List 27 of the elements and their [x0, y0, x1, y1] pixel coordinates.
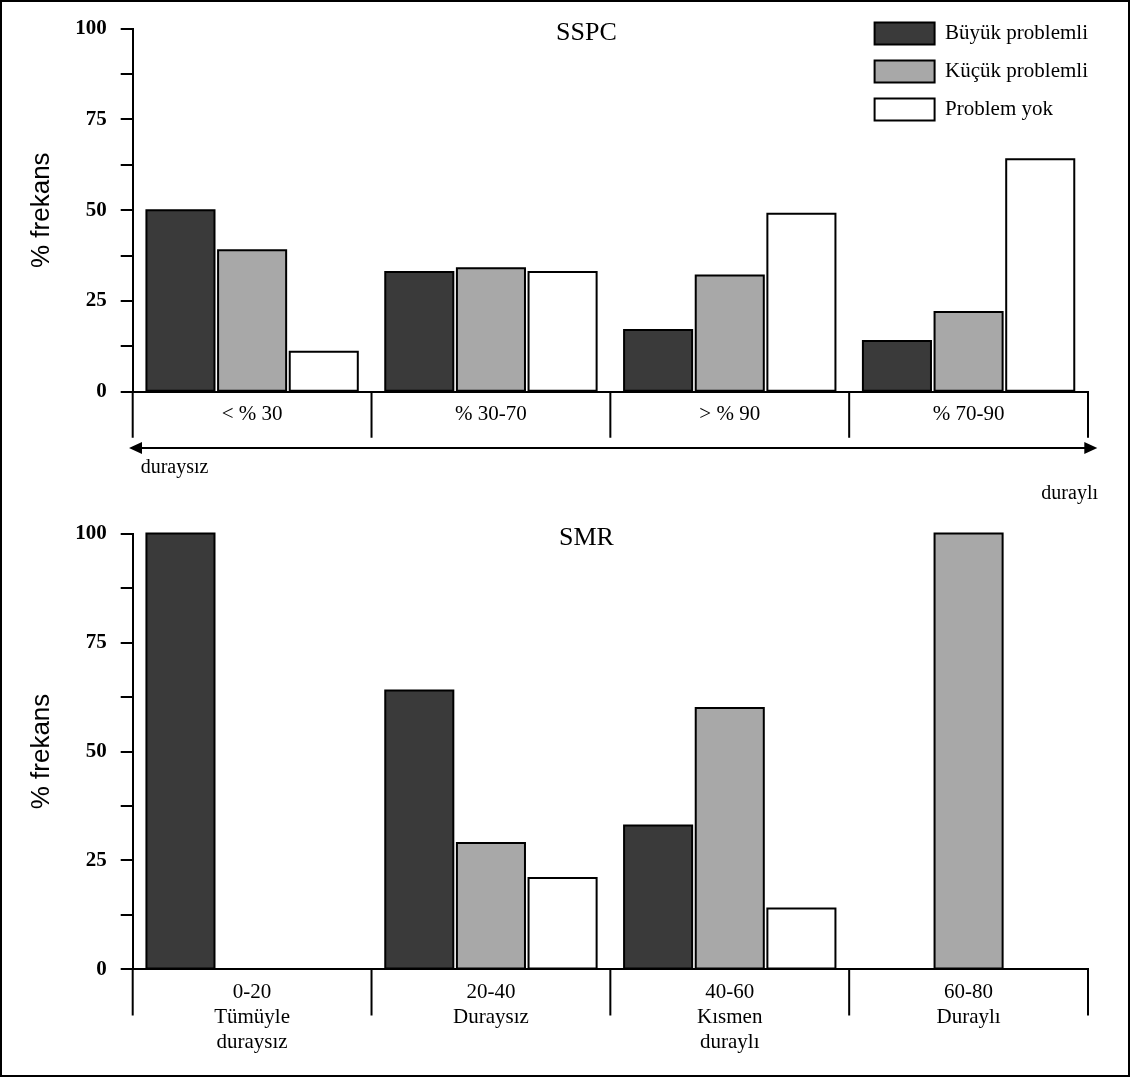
legend-label: Büyük problemli [945, 20, 1089, 45]
x-tick-label: < % 30 [221, 400, 283, 425]
y-tick-label: 100 [75, 520, 107, 545]
y-tick-label: 25 [85, 846, 107, 871]
y-tick-label: 0 [96, 955, 107, 980]
y-tick-label: 75 [85, 105, 107, 130]
x-tick-label: % 70-90 [932, 400, 1005, 425]
x-tick-label: % 30-70 [455, 400, 527, 425]
x-tick-label: 40-60 Kısmen duraylı [697, 978, 763, 1053]
series-label: Problem yok [945, 96, 1054, 121]
y-tick-label: 100 [75, 15, 107, 40]
y-tick-label: 75 [85, 628, 107, 653]
x-tick-label: > % 90 [699, 400, 761, 425]
y-tick-label: 50 [85, 196, 107, 221]
legend-label: Küçük problemli [945, 58, 1089, 83]
y-axis-title: % frekans [24, 693, 55, 810]
text: duraysız [140, 455, 209, 479]
x-tick-label: 20-40 Duraysız [453, 978, 529, 1028]
y-axis-title: % frekans [24, 152, 55, 268]
chart-title: SMR [559, 522, 615, 552]
text: duraylı [1041, 481, 1099, 505]
x-tick-label: 0-20 Tümüyle duraysız [214, 978, 291, 1053]
y-tick-label: 25 [85, 287, 107, 312]
x-tick-label: 60-80 Duraylı [936, 978, 1001, 1028]
chart-title: SSPC [556, 17, 617, 47]
y-tick-label: 50 [85, 737, 107, 762]
y-tick-label: 0 [96, 378, 107, 403]
